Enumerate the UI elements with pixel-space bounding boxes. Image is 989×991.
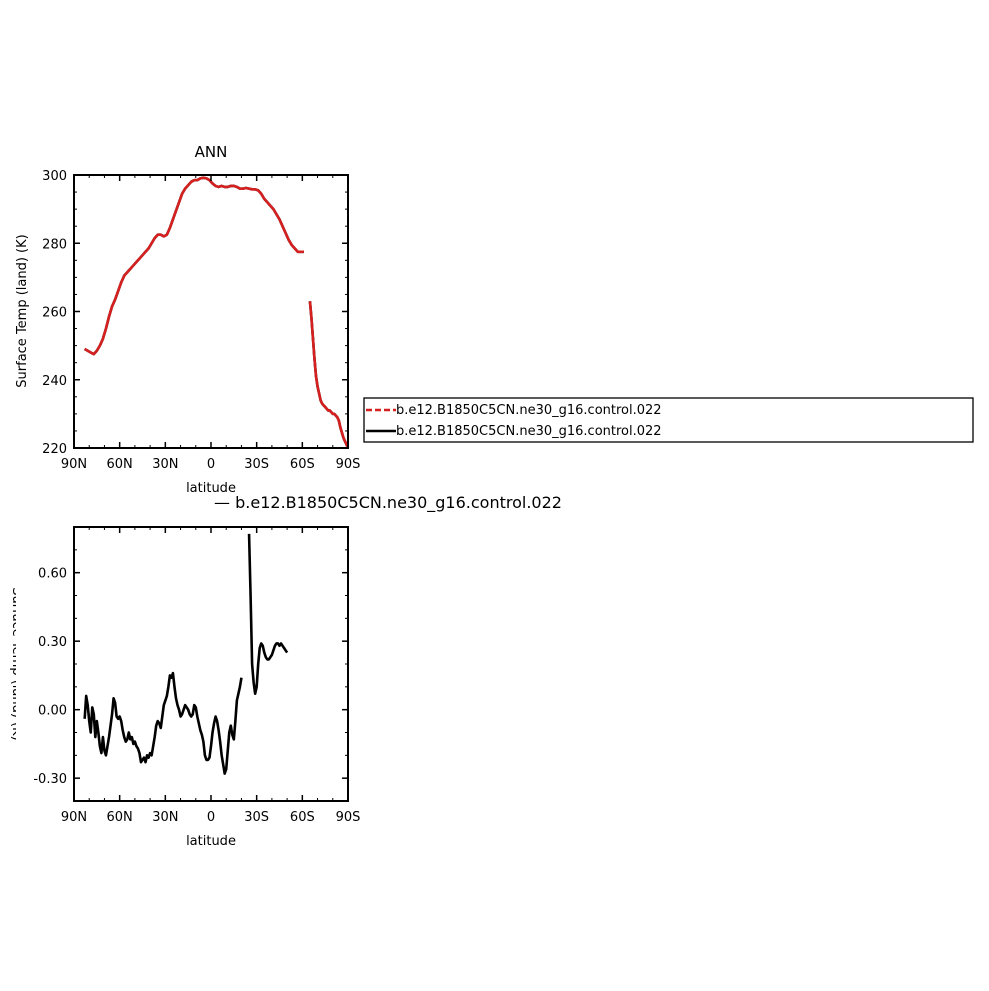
bottom-y-tick-label: 0.30 [38, 635, 67, 650]
bottom-x-tick-label: 30S [244, 810, 269, 825]
top-y-tick-label: 300 [42, 169, 67, 184]
bottom-x-tick-label: 30N [152, 810, 178, 825]
top-x-tick-label: 60S [290, 457, 315, 472]
bottom-chart-title: — b.e12.B1850C5CN.ne30_g16.control.022 [214, 493, 562, 513]
top-x-axis-label: latitude [186, 481, 236, 496]
bottom-y-axis-label-clip: Surface Temp (land) (K) [9, 587, 24, 740]
top-x-tick-label: 30S [244, 457, 269, 472]
top-series-1-segment-0 [84, 176, 304, 356]
bottom-series-0-segment-0 [83, 671, 243, 775]
bottom-x-tick-label: 60N [107, 810, 133, 825]
top-x-tick-label: 0 [207, 457, 215, 472]
bottom-x-tick-label: 0 [207, 810, 215, 825]
legend: b.e12.B1850C5CN.ne30_g16.control.022 b.e… [363, 397, 974, 443]
top-ticks: 90N 60N 30N 0 30S 60S 90S 220 240 260 280 300 [42, 169, 360, 472]
top-chart-title: ANN [195, 143, 228, 161]
bottom-x-tick-label: 60S [290, 810, 315, 825]
top-panel: ANN 90N 60N 30N 0 30S 60S 90S 220 240 260 280 300 l… [15, 143, 360, 496]
top-series-0-segment-0 [84, 176, 304, 356]
bottom-plot-area [83, 533, 289, 775]
top-y-tick-label: 280 [42, 237, 67, 252]
bottom-series-0-segment-1 [247, 533, 289, 695]
top-y-axis-label: Surface Temp (land) (K) [15, 234, 30, 387]
bottom-ticks: 90N 60N 30N 0 30S 60S 90S -0.30 0.00 0.30 0.60 [33, 526, 361, 825]
bottom-x-tick-label: 90N [61, 810, 87, 825]
top-series-1-segment-1 [308, 301, 350, 449]
top-plot-area [84, 176, 350, 449]
top-y-tick-label: 260 [42, 306, 67, 321]
bottom-plot-frame [73, 526, 349, 802]
legend-box [363, 397, 974, 443]
top-x-tick-label: 30N [152, 457, 178, 472]
top-y-tick-label: 220 [42, 442, 67, 457]
top-plot-frame [73, 174, 349, 449]
bottom-y-tick-label: 0.60 [38, 567, 67, 582]
top-x-tick-label: 90N [61, 457, 87, 472]
bottom-y-axis-label: Surface Temp (land) (K) [9, 587, 24, 740]
bottom-y-tick-label: 0.00 [38, 704, 67, 719]
top-y-tick-label: 240 [42, 374, 67, 389]
bottom-x-axis-label: latitude [186, 834, 236, 849]
bottom-x-tick-label: 90S [336, 810, 361, 825]
top-x-tick-label: 60N [107, 457, 133, 472]
bottom-panel: — b.e12.B1850C5CN.ne30_g16.control.022 9… [9, 493, 562, 849]
top-x-tick-label: 90S [336, 457, 361, 472]
legend-label-black: b.e12.B1850C5CN.ne30_g16.control.022 [396, 424, 662, 439]
legend-label-red: b.e12.B1850C5CN.ne30_g16.control.022 [396, 403, 662, 418]
bottom-y-tick-label: -0.30 [33, 772, 67, 787]
